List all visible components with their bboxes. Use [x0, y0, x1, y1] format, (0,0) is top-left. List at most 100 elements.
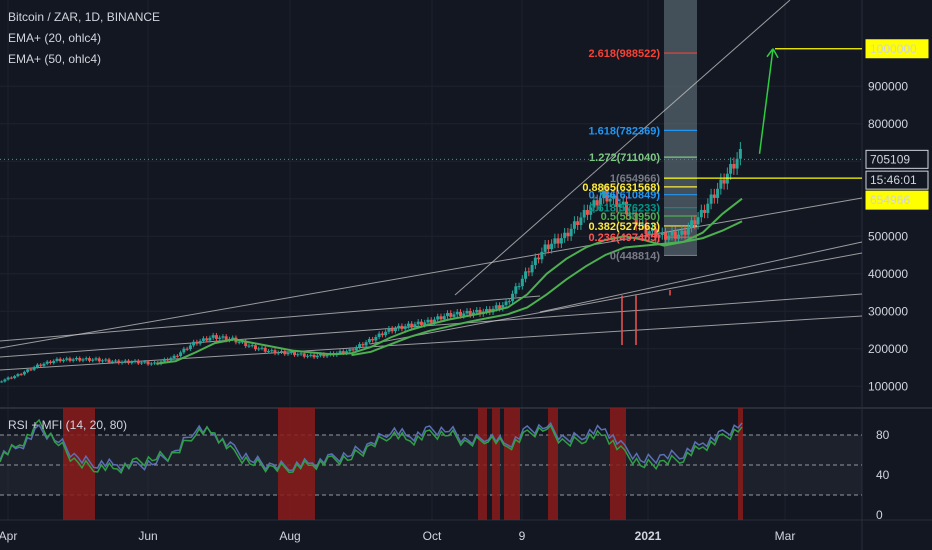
- candle-body: [517, 286, 521, 288]
- overbought-zone: [738, 408, 743, 520]
- price-badge: [865, 190, 929, 210]
- candle-body: [162, 359, 166, 362]
- candle-body: [585, 210, 589, 215]
- candle-body: [166, 359, 170, 361]
- candle-body: [686, 227, 690, 235]
- candle-body: [123, 360, 127, 362]
- candle-body: [224, 336, 228, 341]
- candle-body: [673, 231, 677, 239]
- time-tick-label: Aug: [279, 529, 300, 543]
- candle-body: [618, 204, 622, 208]
- candle-body: [22, 371, 26, 375]
- candle-body: [81, 359, 85, 361]
- fib-label: 1.272(711040): [589, 152, 660, 164]
- trendline: [0, 197, 863, 349]
- candle-body: [286, 353, 290, 355]
- time-tick-label: Apr: [0, 529, 17, 543]
- candle-body: [452, 314, 456, 317]
- price-tick-label: 200000: [868, 342, 908, 356]
- candle-body: [55, 358, 59, 361]
- projection-arrowhead: [766, 48, 779, 59]
- candle-body: [348, 349, 352, 352]
- candle-body: [660, 232, 664, 235]
- candle-body: [250, 345, 254, 347]
- candle-body: [611, 196, 615, 199]
- fib-label: 0.8865(631568): [582, 182, 660, 194]
- candle-body: [566, 232, 570, 237]
- candle-body: [302, 353, 306, 357]
- candle-body: [351, 349, 355, 351]
- candle-body: [543, 244, 547, 252]
- time-axis[interactable]: Apr Jun Aug Oct 9 2021 Mar: [0, 529, 795, 543]
- trendline: [0, 295, 541, 342]
- candle-body: [341, 351, 345, 354]
- candle-body: [458, 311, 462, 316]
- candle-body: [690, 220, 694, 228]
- candle-body: [696, 217, 700, 225]
- trendline: [539, 241, 863, 313]
- overbought-zone: [504, 408, 520, 520]
- candle-body: [179, 352, 183, 357]
- candle-body: [345, 351, 349, 354]
- candle-body: [117, 360, 121, 364]
- overbought-zone: [548, 408, 558, 520]
- candle-body: [475, 309, 479, 313]
- candle-body: [312, 354, 316, 358]
- candle-body: [58, 358, 62, 362]
- candle-body: [504, 301, 508, 305]
- candle-body: [74, 357, 78, 360]
- candle-body: [143, 361, 147, 363]
- trendline: [0, 293, 863, 358]
- candle-body: [478, 309, 482, 315]
- fib-label: 0.618(576233): [588, 203, 660, 215]
- price-tick-label: 800000: [868, 117, 908, 131]
- candle-body: [136, 360, 140, 364]
- target-lines: [0, 48, 862, 179]
- candle-body: [61, 359, 65, 362]
- trendline: [0, 315, 863, 371]
- candle-body: [657, 235, 661, 238]
- candle-body: [315, 355, 319, 358]
- candle-body: [48, 361, 52, 364]
- candle-body: [296, 354, 300, 356]
- candle-body: [540, 251, 544, 260]
- candle-body: [576, 221, 580, 225]
- candle-body: [42, 363, 46, 366]
- candle-body: [462, 313, 466, 316]
- time-tick-label: 2021: [635, 529, 662, 543]
- candle-body: [149, 363, 153, 365]
- candle-body: [293, 351, 297, 356]
- rsi-pane: [0, 408, 862, 520]
- candle-body: [380, 333, 384, 336]
- candle-body: [45, 361, 49, 364]
- candle-body: [211, 335, 215, 338]
- candle-body: [266, 350, 270, 352]
- candle-body: [445, 312, 449, 317]
- candle-body: [533, 257, 537, 265]
- candle-body: [367, 339, 371, 343]
- candle-body: [208, 337, 212, 341]
- price-badge-label: 15:46:01: [870, 173, 917, 187]
- fib-label: 2.618(988522): [588, 48, 660, 60]
- candle-body: [374, 337, 378, 341]
- candle-body: [237, 341, 241, 343]
- candle-body: [247, 345, 251, 347]
- candle-body: [384, 331, 388, 336]
- time-tick-label: Jun: [138, 529, 157, 543]
- candle-body: [244, 341, 248, 347]
- candle-body: [13, 376, 17, 379]
- candle-body: [205, 338, 209, 341]
- candle-body: [273, 350, 277, 354]
- candle-body: [472, 312, 476, 316]
- candle-body: [263, 347, 267, 352]
- candle-body: [133, 360, 137, 362]
- candle-body: [306, 355, 310, 357]
- candle-body: [358, 344, 362, 348]
- price-axis[interactable]: 1000002000003000004000005000006000007000…: [865, 39, 929, 522]
- candle-body: [309, 354, 313, 356]
- price-badge-label: 705109: [870, 152, 910, 166]
- ema20-legend: EMA+ (20, ohlc4): [8, 31, 102, 45]
- candle-body: [719, 179, 723, 189]
